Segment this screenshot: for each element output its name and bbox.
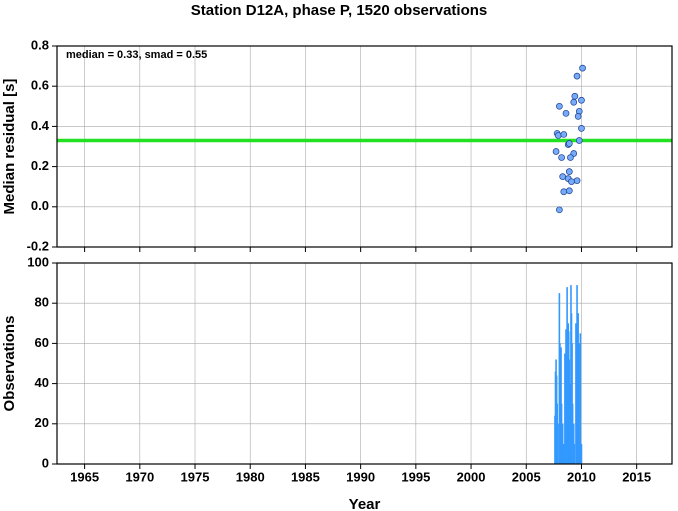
data-point <box>552 148 560 155</box>
data-point <box>571 92 579 100</box>
x-axis-label: Year <box>349 496 381 511</box>
bar <box>571 403 574 464</box>
data-point <box>554 132 562 139</box>
x-tick-label: 1975 <box>181 469 210 484</box>
bar <box>562 443 565 464</box>
data-point <box>574 112 582 120</box>
y-tick-label: -0.2 <box>27 238 49 253</box>
y-tick-label: 60 <box>35 335 49 350</box>
x-tick-label: 1970 <box>125 469 154 484</box>
y-tick-label: 100 <box>27 254 49 269</box>
bar <box>561 423 564 464</box>
y-tick-label: 0.2 <box>31 158 49 173</box>
x-tick-label: 2010 <box>567 469 596 484</box>
bar <box>560 403 563 464</box>
x-tick-label: 1985 <box>291 469 320 484</box>
data-point <box>556 206 563 214</box>
data-point <box>578 125 585 132</box>
data-point <box>565 187 573 195</box>
y-tick-label: 0 <box>42 455 49 470</box>
data-point <box>568 178 575 186</box>
data-point <box>556 102 563 110</box>
x-tick-label: 1995 <box>401 469 430 484</box>
plot-frame <box>56 262 673 465</box>
chart-title: Station D12A, phase P, 1520 observations <box>191 2 488 19</box>
data-point <box>560 188 568 196</box>
y-tick-label: 0.0 <box>31 198 49 213</box>
bar <box>577 313 579 464</box>
bar <box>578 343 581 464</box>
y-tick-label: 0.8 <box>31 37 49 52</box>
data-point <box>578 96 585 104</box>
data-point <box>579 64 586 72</box>
x-tick-label: 1965 <box>70 469 99 484</box>
data-point <box>567 154 574 161</box>
data-point <box>565 140 573 147</box>
y-tick-label: 0.6 <box>31 78 49 93</box>
bar <box>565 329 567 464</box>
x-tick-label: 1980 <box>236 469 265 484</box>
data-point <box>558 154 565 161</box>
data-point <box>573 72 581 80</box>
bar <box>573 443 576 464</box>
x-tick-label: 2000 <box>457 469 486 484</box>
y-axis-label: Observations <box>1 316 18 412</box>
y-tick-label: 40 <box>35 375 49 390</box>
x-tick-label: 2005 <box>512 469 541 484</box>
x-tick-label: 1990 <box>346 469 375 484</box>
bar <box>576 285 578 464</box>
data-point <box>562 109 570 117</box>
bar <box>575 323 577 464</box>
y-tick-label: 20 <box>35 415 49 430</box>
y-tick-label: 80 <box>35 295 49 310</box>
bar <box>580 443 583 464</box>
data-point <box>559 173 567 180</box>
y-tick-label: 0.4 <box>31 118 50 133</box>
data-point <box>560 131 568 138</box>
annotation: median = 0.33, smad = 0.55 <box>66 49 207 61</box>
y-axis-label: Median residual [s] <box>1 79 18 215</box>
bar <box>564 353 566 464</box>
data-point <box>565 168 573 175</box>
bar <box>556 423 559 464</box>
bar <box>566 287 568 464</box>
bar <box>579 333 582 464</box>
data-point <box>573 177 581 185</box>
data-point <box>575 137 583 144</box>
data-point <box>570 98 578 106</box>
x-tick-label: 2015 <box>622 469 651 484</box>
plot-frame <box>56 45 673 248</box>
bar <box>568 359 571 464</box>
